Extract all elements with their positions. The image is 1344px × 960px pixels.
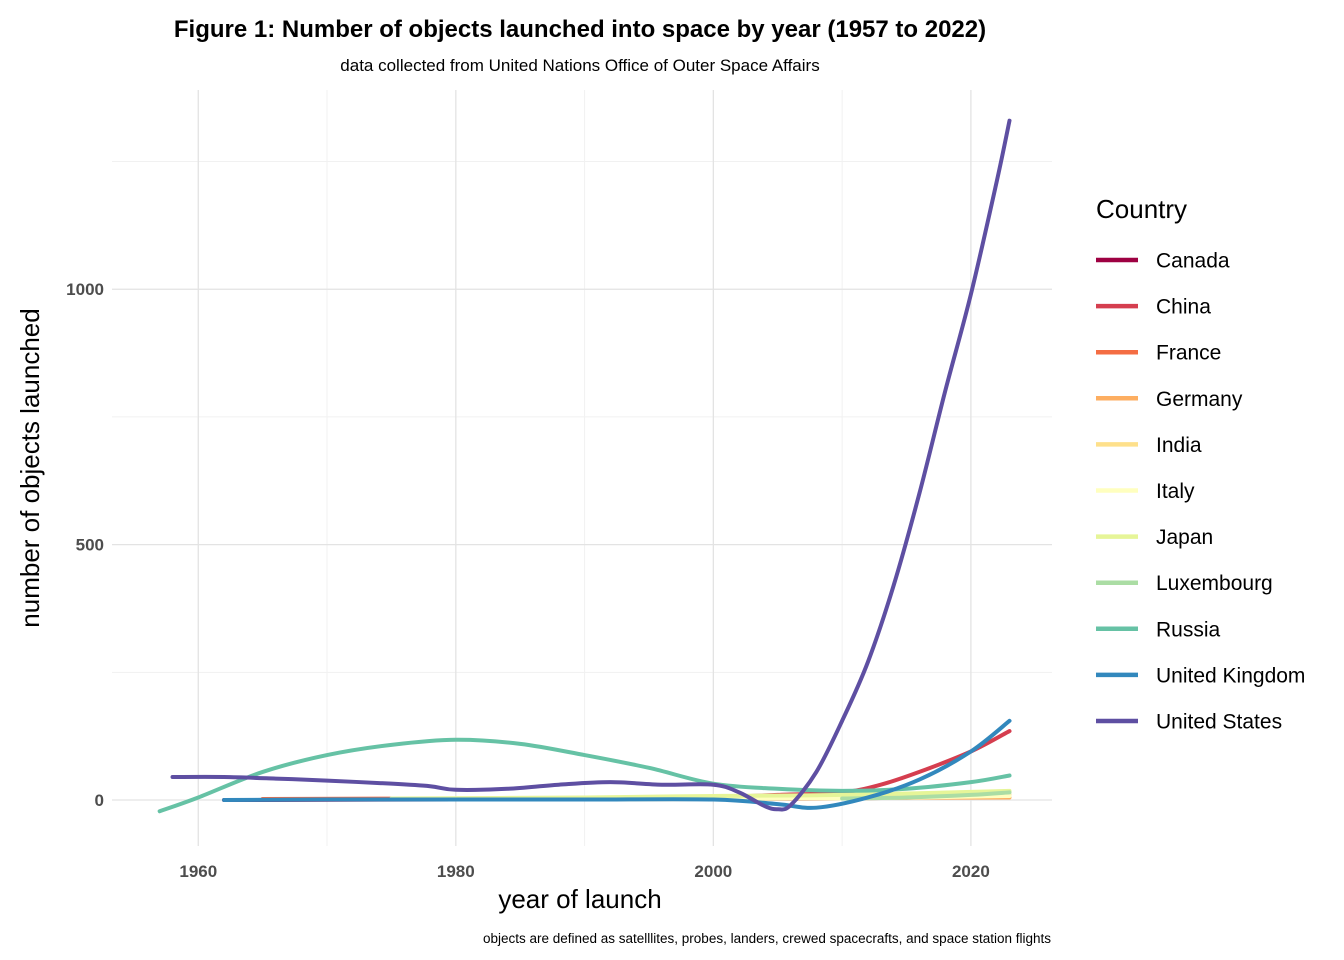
legend-item-united-states: United States [1096,711,1282,734]
series-line-united-kingdom [222,718,1012,810]
chart-title: Figure 1: Number of objects launched int… [174,16,986,43]
legend-item-luxembourg: Luxembourg [1096,572,1273,595]
x-tick-label: 2020 [952,862,990,881]
y-tick-label: 500 [76,536,104,555]
chart-subtitle: data collected from United Nations Offic… [340,56,819,75]
legend-label-luxembourg: Luxembourg [1156,572,1273,595]
y-axis-title: number of objects launched [15,308,45,627]
legend-item-china: China [1096,296,1211,319]
y-tick-label: 1000 [66,280,104,299]
legend-label-india: India [1156,434,1202,457]
legend-item-japan: Japan [1096,526,1213,549]
legend-label-france: France [1156,342,1221,365]
legend-item-russia: Russia [1096,618,1221,641]
legend-label-canada: Canada [1156,250,1230,273]
legend-item-italy: Italy [1096,480,1195,503]
legend-label-italy: Italy [1156,480,1195,503]
legend: Country Canada China France Germany India Ita… [1096,194,1305,734]
legend-label-russia: Russia [1156,618,1221,641]
legend-item-canada: Canada [1096,250,1230,273]
legend-item-united-kingdom: United Kingdom [1096,664,1305,687]
series-line-russia [157,737,1012,814]
chart-caption: objects are defined as satelllites, prob… [483,931,1051,946]
x-tick-label: 2000 [694,862,732,881]
legend-label-japan: Japan [1156,526,1213,549]
x-tick-label: 1980 [437,862,475,881]
legend-label-united-states: United States [1156,711,1282,734]
series-line-united-states [170,118,1012,812]
legend-item-france: France [1096,342,1221,365]
legend-item-india: India [1096,434,1202,457]
legend-item-germany: Germany [1096,388,1243,411]
legend-title: Country [1096,194,1187,224]
x-tick-label: 1960 [179,862,217,881]
legend-label-china: China [1156,296,1211,319]
legend-label-united-kingdom: United Kingdom [1156,664,1305,687]
x-axis-title: year of launch [498,884,661,914]
y-tick-label: 0 [95,791,104,810]
legend-label-germany: Germany [1156,388,1243,411]
